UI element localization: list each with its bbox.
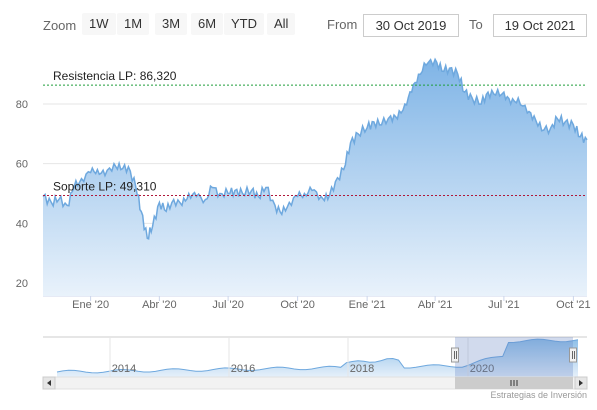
navigator-year-label: 2018 — [350, 363, 374, 375]
navigator-selection[interactable] — [455, 337, 573, 377]
reference-line-label: Resistencia LP: 86,320 — [53, 69, 177, 83]
zoom-label: Zoom — [43, 18, 77, 33]
zoom-6m-button[interactable]: 6M — [191, 13, 224, 35]
series-area-fill — [43, 59, 587, 296]
navigator-year-label: 2020 — [470, 363, 494, 375]
x-tick-label: Jul '20 — [212, 299, 243, 311]
range-selector: Zoom 1W 1M 3M 6M YTD All From 30 Oct 201… — [0, 0, 597, 48]
navigator-area — [57, 339, 578, 377]
zoom-1w-button[interactable]: 1W — [82, 13, 116, 35]
x-axis: Ene '20 Abr '20 Jul '20 Oct '20 Ene '21 Abr '… — [43, 295, 591, 311]
arrow-right-icon — [579, 380, 583, 386]
navigator-line — [56, 338, 579, 374]
x-tick-label: Ene '21 — [349, 299, 386, 311]
y-tick-label: 80 — [16, 99, 28, 111]
x-tick-label: Abr '20 — [142, 299, 177, 311]
zoom-3m-button[interactable]: 3M — [155, 13, 188, 35]
zoom-1m-button[interactable]: 1M — [117, 13, 150, 35]
scrollbar[interactable] — [42, 376, 588, 390]
x-tick-label: Oct '21 — [556, 299, 591, 311]
zoom-all-button[interactable]: All — [267, 13, 296, 35]
navigator-year-label: 2014 — [112, 363, 136, 375]
from-label: From — [327, 17, 358, 32]
x-tick-label: Jul '21 — [488, 299, 519, 311]
x-tick-label: Oct '20 — [280, 299, 315, 311]
x-tick-label: Abr '21 — [418, 299, 453, 311]
series-area — [42, 57, 588, 296]
reference-line-label: Soporte LP: 49,310 — [53, 180, 157, 194]
y-axis: 20 40 60 80 — [16, 99, 28, 290]
series-line — [42, 57, 588, 240]
arrow-left-icon — [47, 380, 51, 386]
navigator[interactable]: 2014 2016 2018 2020 — [43, 336, 587, 377]
zoom-ytd-button[interactable]: YTD — [224, 13, 264, 35]
chart-credit: Estrategias de Inversión — [490, 390, 587, 400]
to-date-input[interactable]: 19 Oct 2021 — [493, 14, 587, 37]
reference-lines: Resistencia LP: 86,320 Soporte LP: 49,310 — [43, 69, 587, 197]
from-date-input[interactable]: 30 Oct 2019 — [363, 14, 459, 37]
x-tick-label: Ene '20 — [72, 299, 109, 311]
y-tick-label: 40 — [16, 218, 28, 230]
to-label: To — [469, 17, 483, 32]
y-tick-label: 20 — [16, 278, 28, 290]
navigator-year-label: 2016 — [231, 363, 255, 375]
y-tick-label: 60 — [16, 159, 28, 171]
